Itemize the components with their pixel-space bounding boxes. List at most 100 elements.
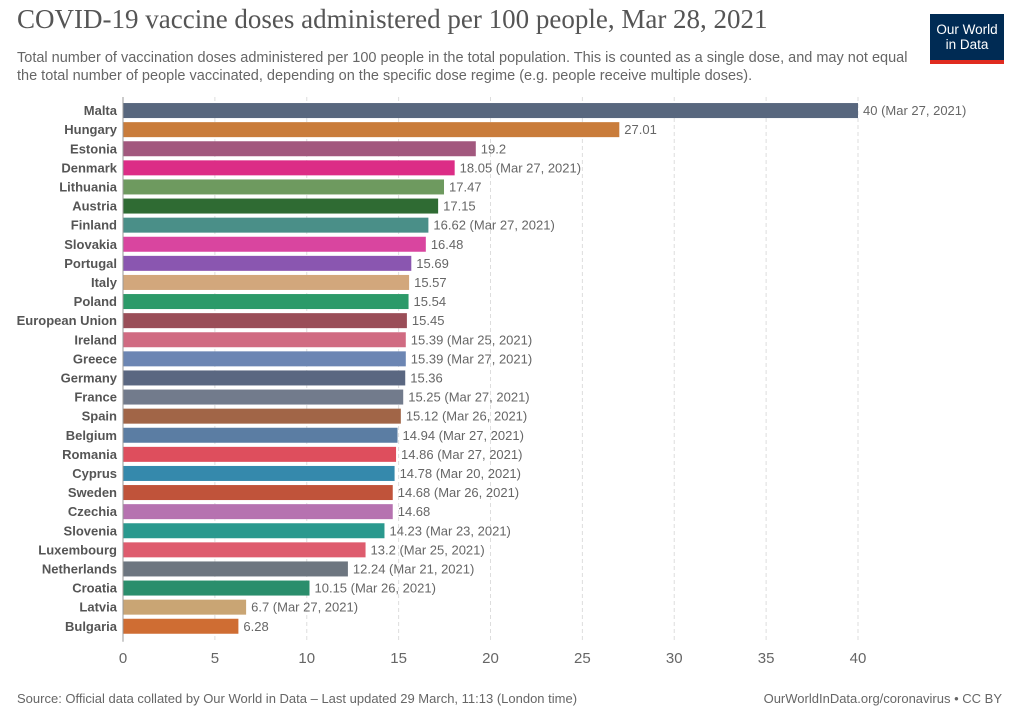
bar bbox=[123, 217, 429, 233]
bar bbox=[123, 465, 395, 481]
category-label: Portugal bbox=[64, 256, 117, 271]
bar bbox=[123, 504, 393, 520]
data-label: 15.12 (Mar 26, 2021) bbox=[406, 409, 527, 424]
bar bbox=[123, 103, 858, 119]
data-label: 17.47 bbox=[449, 179, 482, 194]
chart-subtitle: Total number of vaccination doses admini… bbox=[17, 50, 908, 84]
bar bbox=[123, 351, 406, 367]
data-label: 19.2 bbox=[481, 141, 506, 156]
category-label: Malta bbox=[84, 103, 118, 118]
bar bbox=[123, 408, 401, 424]
x-tick-label: 0 bbox=[119, 650, 127, 667]
data-label: 12.24 (Mar 21, 2021) bbox=[353, 561, 474, 576]
category-label: Netherlands bbox=[42, 561, 117, 576]
category-label: Czechia bbox=[68, 504, 118, 519]
category-label: Ireland bbox=[74, 332, 117, 347]
category-label: Croatia bbox=[72, 581, 118, 596]
data-label: 15.54 bbox=[414, 294, 447, 309]
bar bbox=[123, 122, 620, 138]
data-label: 14.94 (Mar 27, 2021) bbox=[403, 428, 524, 443]
x-tick-label: 15 bbox=[390, 650, 407, 667]
logo-line-1: Our World bbox=[936, 22, 998, 37]
category-label: Denmark bbox=[61, 160, 117, 175]
bar bbox=[123, 523, 385, 539]
category-label: Cyprus bbox=[72, 466, 117, 481]
bar bbox=[123, 294, 409, 310]
category-label: France bbox=[74, 390, 117, 405]
data-label: 14.68 (Mar 26, 2021) bbox=[398, 485, 519, 500]
category-label: Slovakia bbox=[64, 237, 118, 252]
category-label: Finland bbox=[71, 218, 117, 233]
bar bbox=[123, 370, 406, 386]
category-label: Lithuania bbox=[59, 179, 118, 194]
category-label: Slovenia bbox=[64, 523, 118, 538]
category-label: Sweden bbox=[68, 485, 117, 500]
data-label: 10.15 (Mar 26, 2021) bbox=[315, 581, 436, 596]
bar bbox=[123, 561, 348, 577]
data-label: 18.05 (Mar 27, 2021) bbox=[460, 160, 581, 175]
data-label: 6.28 bbox=[243, 619, 268, 634]
category-label: Luxembourg bbox=[38, 542, 117, 557]
bar bbox=[123, 542, 366, 558]
bar bbox=[123, 427, 398, 443]
data-label: 14.78 (Mar 20, 2021) bbox=[400, 466, 521, 481]
x-tick-label: 20 bbox=[482, 650, 499, 667]
owid-logo[interactable]: Our World in Data bbox=[930, 14, 1004, 64]
data-label: 15.36 bbox=[410, 370, 443, 385]
bar bbox=[123, 389, 404, 405]
category-label: Spain bbox=[82, 409, 117, 424]
data-label: 15.39 (Mar 27, 2021) bbox=[411, 351, 532, 366]
bar bbox=[123, 332, 406, 348]
credit-link[interactable]: OurWorldInData.org/coronavirus • CC BY bbox=[763, 691, 1002, 706]
x-tick-label: 35 bbox=[758, 650, 775, 667]
data-label: 6.7 (Mar 27, 2021) bbox=[251, 600, 358, 615]
data-label: 15.69 bbox=[416, 256, 449, 271]
bar bbox=[123, 485, 393, 501]
category-label: European Union bbox=[17, 313, 117, 328]
category-label: Hungary bbox=[64, 122, 118, 137]
category-label: Belgium bbox=[66, 428, 117, 443]
bar bbox=[123, 236, 426, 252]
bar bbox=[123, 446, 397, 462]
category-label: Germany bbox=[61, 370, 118, 385]
data-label: 15.39 (Mar 25, 2021) bbox=[411, 332, 532, 347]
bar bbox=[123, 580, 310, 596]
bar bbox=[123, 198, 439, 214]
category-label: Poland bbox=[74, 294, 117, 309]
data-label: 40 (Mar 27, 2021) bbox=[863, 103, 966, 118]
bar bbox=[123, 599, 247, 615]
category-label: Latvia bbox=[79, 600, 117, 615]
bar bbox=[123, 313, 407, 329]
category-label: Austria bbox=[72, 199, 118, 214]
data-label: 27.01 bbox=[624, 122, 657, 137]
x-tick-label: 25 bbox=[574, 650, 591, 667]
bar bbox=[123, 141, 476, 157]
bar bbox=[123, 274, 410, 290]
x-tick-label: 10 bbox=[298, 650, 315, 667]
x-tick-label: 5 bbox=[211, 650, 219, 667]
logo-line-2: in Data bbox=[945, 37, 989, 52]
x-tick-label: 30 bbox=[666, 650, 683, 667]
bar bbox=[123, 179, 445, 195]
bar bbox=[123, 160, 455, 176]
bar bbox=[123, 618, 239, 634]
data-label: 14.23 (Mar 23, 2021) bbox=[389, 523, 510, 538]
data-label: 15.57 bbox=[414, 275, 447, 290]
data-label: 14.86 (Mar 27, 2021) bbox=[401, 447, 522, 462]
data-label: 15.45 bbox=[412, 313, 445, 328]
category-label: Bulgaria bbox=[65, 619, 118, 634]
category-label: Italy bbox=[91, 275, 118, 290]
data-label: 16.48 bbox=[431, 237, 464, 252]
bar bbox=[123, 255, 412, 271]
x-tick-label: 40 bbox=[850, 650, 867, 667]
category-label: Estonia bbox=[70, 141, 118, 156]
data-label: 17.15 bbox=[443, 199, 476, 214]
data-label: 16.62 (Mar 27, 2021) bbox=[433, 218, 554, 233]
data-label: 15.25 (Mar 27, 2021) bbox=[408, 390, 529, 405]
source-note: Source: Official data collated by Our Wo… bbox=[17, 691, 578, 706]
category-label: Romania bbox=[62, 447, 118, 462]
data-label: 13.2 (Mar 25, 2021) bbox=[371, 542, 485, 557]
chart-title: COVID-19 vaccine doses administered per … bbox=[17, 4, 768, 34]
category-label: Greece bbox=[73, 351, 117, 366]
